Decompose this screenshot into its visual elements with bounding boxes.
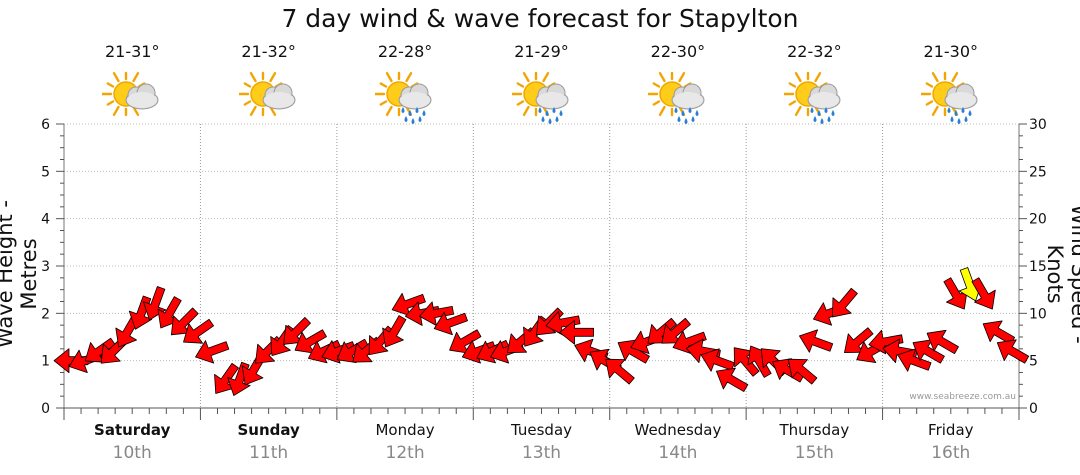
left-tick-label: 2 (41, 306, 50, 322)
wind-arrows (53, 267, 1030, 396)
day-temperature: 22-30° (650, 42, 706, 61)
credit-text: www.seabreeze.com.au (909, 392, 1016, 402)
showers-icon (373, 70, 439, 132)
day-temperature: 21-29° (514, 42, 569, 61)
axis-tick-labels: 0 1 2 3 4 5 6 0 5 10 15 20 25 30 (41, 117, 1047, 417)
showers-icon (510, 70, 576, 132)
wind-arrow (700, 348, 735, 372)
left-tick-label: 6 (41, 117, 50, 133)
left-tick-label: 4 (41, 212, 50, 228)
day-date: 14th (658, 443, 698, 463)
right-tick-label: 15 (1029, 259, 1047, 275)
day-date: 10th (112, 443, 152, 463)
right-tick-label: 20 (1029, 212, 1047, 228)
day-name: Sunday (237, 421, 300, 439)
wind-arrow-shape (799, 329, 834, 353)
day-temperature: 21-32° (241, 42, 296, 61)
wind-arrow-shape (195, 340, 230, 364)
wind-arrow-shape (419, 301, 455, 326)
day-name: Thursday (779, 421, 850, 439)
wind-arrow (605, 358, 635, 385)
wind-arrow-shape (183, 318, 215, 344)
right-tick-label: 30 (1029, 117, 1047, 133)
wind-arrow (868, 329, 904, 355)
day-temperature: 22-28° (377, 42, 433, 61)
partly-cloudy-icon (101, 70, 166, 132)
wind-arrow (832, 287, 858, 318)
wind-arrow-shape (996, 339, 1030, 364)
wind-arrow (926, 329, 959, 355)
wind-arrow-shape (605, 358, 635, 385)
wind-arrow (559, 319, 594, 345)
showers-icon (783, 70, 848, 132)
showers-icon (646, 70, 712, 132)
wind-arrow (433, 311, 468, 336)
left-tick-label: 5 (41, 164, 50, 180)
wind-arrow (787, 358, 818, 385)
day-name: Tuesday (510, 421, 573, 439)
partly-cloudy-icon (237, 70, 303, 132)
day-name: Monday (375, 421, 435, 439)
wind-arrow-shape (868, 329, 904, 355)
wind-arrow (382, 315, 407, 348)
left-tick-label: 1 (41, 354, 50, 370)
day-date: 11th (249, 443, 289, 463)
right-tick-label: 25 (1029, 164, 1047, 180)
left-tick-label: 0 (41, 401, 50, 417)
gridlines (64, 123, 1019, 362)
day-date: 16th (931, 443, 971, 463)
wind-arrow-shape (433, 311, 468, 336)
showers-icon (919, 70, 985, 132)
chart-title: 7 day wind & wave forecast for Stapylton (281, 4, 799, 33)
day-name: Wednesday (634, 421, 722, 439)
wind-arrow (996, 339, 1030, 364)
left-axis-title: Wave Height - Metres (0, 200, 41, 348)
wind-arrow (419, 301, 455, 326)
wind-arrow (799, 329, 834, 353)
day-temperature: 22-32° (787, 42, 842, 61)
wind-arrow (715, 367, 749, 392)
right-tick-label: 0 (1029, 401, 1038, 417)
day-date: 13th (521, 443, 562, 463)
wind-arrow-shape (787, 358, 818, 385)
wind-arrow (183, 318, 215, 344)
right-axis-title: Wind Speed - Knots (1043, 204, 1080, 344)
wind-arrow-shape (926, 329, 959, 355)
left-tick-label: 3 (41, 259, 50, 275)
wind-arrow-shape (559, 319, 594, 345)
right-tick-label: 5 (1029, 354, 1038, 370)
wind-arrow-shape (382, 315, 407, 348)
day-date: 15th (794, 443, 834, 463)
wind-arrow-shape (832, 287, 858, 318)
day-name: Friday (928, 421, 974, 439)
wind-arrow (195, 340, 230, 364)
day-temperature: 21-30° (923, 42, 979, 61)
wind-arrow-shape (715, 367, 749, 392)
day-temperature: 21-31° (104, 42, 160, 61)
wind-arrow (971, 277, 996, 310)
wind-arrow-shape (700, 348, 735, 372)
wind-arrow-shape (971, 277, 996, 310)
right-tick-label: 10 (1029, 306, 1047, 322)
day-date: 12th (385, 443, 425, 463)
day-name: Saturday (94, 421, 171, 439)
day-separators (199, 124, 884, 408)
